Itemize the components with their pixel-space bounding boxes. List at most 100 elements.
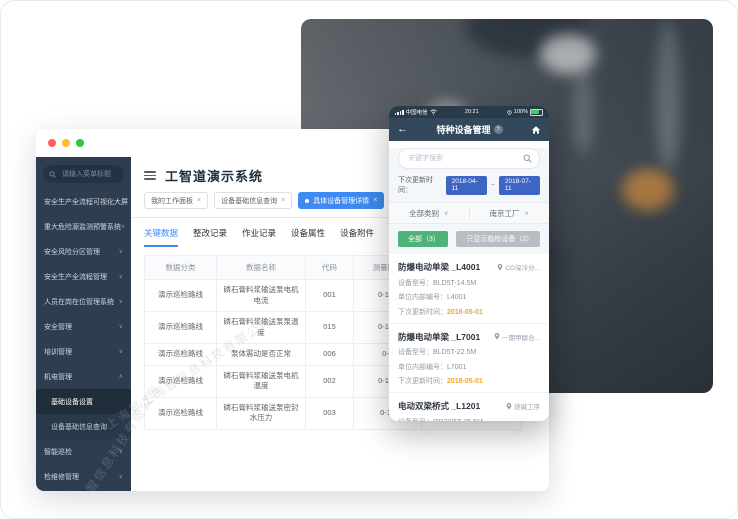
sidebar-item-label: 安全生产全流程可视化大屏 [44, 198, 128, 206]
window-maximize-button[interactable] [76, 139, 84, 147]
back-icon[interactable]: ← [397, 123, 408, 135]
next-value: 2018-05-01 [447, 378, 483, 385]
divider [131, 217, 549, 218]
next-label: 下次更新时间： [398, 308, 447, 316]
code-value: L7001 [447, 363, 467, 371]
app-header: 工智道演示系统 [131, 157, 549, 192]
sidebar-item-label: 培训管理 [44, 348, 72, 356]
sidebar-item-risk-zone[interactable]: 安全风险分区管理 ∨ [36, 239, 131, 264]
filter-inspection-only-button[interactable]: 只显示临检设备（2） [456, 231, 540, 247]
filter-all-button[interactable]: 全部（3） [398, 231, 449, 247]
menu-icon[interactable] [144, 171, 156, 180]
help-badge-icon[interactable]: ? [493, 125, 503, 134]
chip-label: 具体设备管理详情 [313, 197, 370, 205]
tag-chips: 我的工作面板 × 设备基础信息查询 × 具体设备管理详情 × [131, 192, 549, 217]
equipment-title: 防爆电动单梁 _L7001 [398, 331, 481, 342]
tab-device-attrs[interactable]: 设备属性 [291, 228, 326, 238]
model-label: 设备型号： [398, 419, 433, 422]
model-line: 设备型号：BLD5T-14.5M [398, 278, 540, 288]
chevron-down-icon: ∨ [118, 449, 123, 455]
chip-label: 我的工作面板 [151, 197, 193, 205]
tab-rectification[interactable]: 整改记录 [193, 228, 228, 238]
model-value: BLD5T-14.5M [433, 279, 477, 287]
phone-search-box[interactable] [398, 148, 540, 169]
sidebar-item-safety-process[interactable]: 安全生产全流程管理 ∨ [36, 264, 131, 289]
code-line: 单位内部编号：L4001 [398, 292, 540, 302]
model-value: BLD5T-22.5M [433, 349, 477, 356]
date-to-button[interactable]: 2018-07-11 [498, 175, 540, 195]
divider [468, 207, 470, 219]
equipment-card[interactable]: 防爆电动单梁 _L7001 一期甲醇合... 设备型号：BLD5T-22.5M … [389, 324, 549, 393]
table-cell: 002 [305, 364, 354, 398]
sidebar-item-device-info-query[interactable]: 设备基础信息查询 [36, 414, 131, 439]
window-close-button[interactable] [48, 139, 56, 147]
table-cell: 磷石膏料浆输送泵密封水压力 [215, 396, 307, 430]
equipment-location: 烧碱工序 [506, 401, 540, 411]
factory-select[interactable]: 南京工厂 ∨ [470, 208, 550, 219]
location-label: CO深冷分... [505, 265, 540, 272]
sidebar-item-label: 基础设备设置 [51, 398, 93, 406]
table-cell: 演示巡检路线 [144, 279, 217, 312]
chip-label: 设备基础信息查询 [221, 197, 278, 205]
chevron-down-icon: ∨ [118, 274, 123, 280]
next-value: 2018-05-01 [447, 308, 483, 316]
model-line: 设备型号：BLD5T-22.5M [398, 347, 540, 357]
table-cell: 001 [305, 279, 354, 312]
next-update-line: 下次更新时间：2018-05-01 [398, 307, 540, 317]
chip-my-workpanel[interactable]: 我的工作面板 × [144, 192, 209, 209]
phone-mockup: 中国电信 20:21 100% ← 特种设备管理 ? [389, 106, 549, 421]
tab-key-data[interactable]: 关键数据 [144, 227, 179, 247]
close-icon[interactable]: × [373, 197, 378, 204]
phone-search-input[interactable] [406, 154, 520, 163]
photo-helmet-shape [622, 168, 675, 211]
close-icon[interactable]: × [197, 197, 202, 204]
sidebar-search[interactable] [43, 165, 124, 183]
sidebar-item-safety-mgmt[interactable]: 安全管理 ∨ [36, 314, 131, 339]
chip-device-detail[interactable]: 具体设备管理详情 × [298, 192, 385, 209]
table-cell: 003 [305, 396, 354, 430]
equipment-card[interactable]: 电动双梁桥式 _L1201 烧碱工序 设备型号：QD32/5T-25.5M 单位… [389, 393, 549, 421]
table-cell: 演示巡检路线 [144, 343, 217, 366]
chevron-down-icon: ∨ [118, 474, 123, 480]
next-update-line: 下次更新时间：2018-05-01 [398, 376, 540, 386]
sidebar-item-label: 安全管理 [44, 323, 72, 331]
location-pin-icon [494, 333, 500, 340]
filter-buttons-row: 全部（3） 只显示临检设备（2） [389, 224, 549, 254]
location-label: 烧碱工序 [514, 404, 540, 411]
sidebar-item-label: 安全生产全流程管理 [44, 273, 107, 281]
home-icon[interactable] [531, 125, 541, 135]
window-minimize-button[interactable] [62, 139, 70, 147]
sidebar-item-personnel[interactable]: 人员在岗在位管理系统 ∨ [36, 289, 131, 314]
next-label: 下次更新时间： [398, 378, 447, 385]
select-row: 全部类别 ∨ 南京工厂 ∨ [389, 202, 549, 224]
signal-icon [395, 109, 404, 115]
chevron-down-icon: ∨ [524, 210, 529, 217]
date-from-button[interactable]: 2018-04-11 [445, 175, 487, 195]
equipment-card[interactable]: 防爆电动单梁 _L4001 CO深冷分... 设备型号：BLD5T-14.5M … [389, 254, 549, 324]
code-label: 单位内部编号： [398, 363, 447, 371]
sidebar-item-visual-screen[interactable]: 安全生产全流程可视化大屏 [36, 189, 131, 214]
table-cell: 磷石膏料浆输送泵电机温度 [215, 364, 307, 398]
battery-percent-label: 100% [513, 109, 528, 115]
chevron-down-icon: ∨ [118, 349, 123, 355]
search-icon[interactable] [523, 154, 532, 163]
close-icon[interactable]: × [281, 197, 286, 204]
next-update-row: 下次更新时间： 2018-04-11 ~ 2018-07-11 [389, 174, 549, 202]
sidebar-search-input[interactable] [60, 169, 118, 179]
tab-device-attachments[interactable]: 设备附件 [340, 228, 375, 238]
table-cell: 磷石膏料浆输送泵电机电流 [215, 279, 307, 312]
chip-device-query[interactable]: 设备基础信息查询 × [214, 192, 293, 209]
sidebar-item-hazard-warning[interactable]: 重大危险源监测预警系统 ∨ [36, 214, 131, 239]
phone-nav-bar: ← 特种设备管理 ? [389, 118, 549, 141]
table-cell: 磷石膏料浆输送泵泵温度 [215, 311, 307, 344]
category-select[interactable]: 全部类别 ∨ [389, 208, 469, 219]
tab-work-records[interactable]: 作业记录 [242, 228, 277, 238]
sidebar-item-training[interactable]: 培训管理 ∨ [36, 339, 131, 364]
next-update-label: 下次更新时间： [398, 177, 433, 194]
phone-page-title: 特种设备管理 [436, 125, 491, 135]
sidebar-item-electromech[interactable]: 机电管理 ∧ [36, 364, 131, 389]
sidebar-item-basic-device-setup[interactable]: 基础设备设置 [36, 389, 131, 414]
sidebar-item-smart-inspection[interactable]: 智能巡检 ∨ [36, 439, 131, 464]
sidebar-item-maintenance[interactable]: 检维修管理 ∨ [36, 464, 131, 489]
